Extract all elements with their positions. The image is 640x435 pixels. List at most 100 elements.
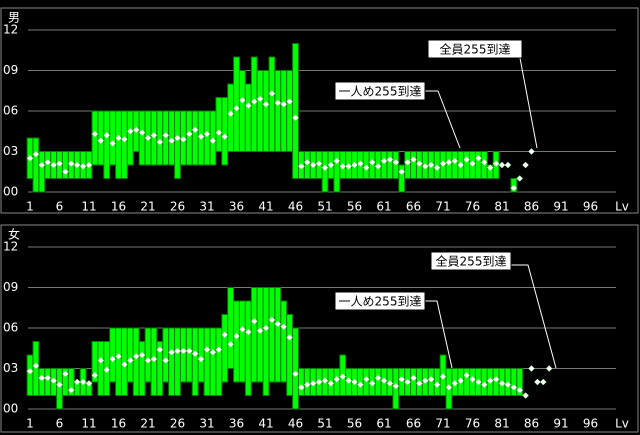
avg-marker — [132, 352, 140, 360]
avg-marker — [522, 392, 529, 399]
x-tick-label: 46 — [288, 417, 303, 431]
x-tick-label: 6 — [56, 417, 64, 431]
range-bar — [274, 287, 282, 383]
range-bar — [244, 300, 252, 396]
avg-marker — [469, 375, 476, 383]
avg-marker — [215, 129, 223, 136]
avg-marker — [486, 164, 494, 172]
avg-marker — [421, 162, 429, 170]
avg-marker — [44, 158, 52, 166]
avg-marker — [56, 381, 63, 389]
range-bar — [250, 287, 258, 383]
avg-marker — [62, 168, 69, 176]
panel-title: 女 — [8, 227, 20, 242]
x-tick-label: 71 — [435, 200, 450, 214]
avg-marker — [292, 114, 299, 122]
range-bar — [256, 70, 264, 152]
avg-marker — [180, 347, 187, 355]
range-bar — [203, 110, 211, 166]
avg-marker — [392, 158, 400, 166]
range-bar — [174, 327, 181, 396]
y-tick-label: 03 — [3, 361, 18, 375]
avg-marker — [26, 367, 34, 375]
avg-marker — [274, 99, 282, 107]
range-bar — [115, 110, 122, 179]
avg-marker — [315, 378, 323, 386]
range-bar — [185, 110, 193, 166]
avg-marker — [445, 158, 453, 166]
avg-marker — [416, 160, 423, 168]
range-bar — [156, 110, 164, 166]
range-bar — [292, 43, 299, 179]
x-tick-label: 6 — [56, 200, 64, 214]
range-bar — [268, 56, 276, 152]
range-bar — [374, 368, 382, 396]
avg-marker — [38, 374, 46, 382]
avg-marker — [215, 346, 223, 353]
avg-marker — [339, 162, 347, 170]
x-tick-label: 76 — [465, 417, 480, 431]
avg-marker — [32, 150, 40, 158]
avg-marker — [280, 100, 288, 108]
annotation: 全員255到達 — [436, 254, 507, 269]
avg-marker — [250, 98, 258, 105]
avg-marker — [522, 161, 529, 169]
avg-marker — [262, 324, 270, 332]
range-bar — [292, 327, 299, 410]
avg-marker — [244, 328, 252, 336]
range-bar — [410, 151, 417, 179]
avg-marker — [156, 138, 164, 146]
avg-marker — [97, 357, 105, 364]
avg-marker — [427, 375, 435, 383]
avg-marker — [227, 110, 234, 118]
range-bar — [91, 110, 99, 166]
avg-marker — [126, 127, 134, 135]
x-tick-label: 96 — [583, 417, 598, 431]
x-tick-label: 81 — [494, 417, 509, 431]
avg-marker — [504, 381, 512, 389]
range-bar — [162, 327, 170, 383]
avg-marker — [262, 100, 270, 108]
avg-marker — [168, 137, 175, 145]
range-bar — [386, 151, 394, 179]
avg-marker — [498, 379, 506, 387]
avg-marker — [362, 164, 370, 172]
avg-marker — [197, 133, 205, 141]
avg-marker — [79, 378, 87, 386]
x-tick-label: 51 — [317, 417, 332, 431]
range-bar — [380, 151, 388, 179]
range-bar — [333, 151, 341, 193]
avg-marker — [374, 374, 382, 382]
annotation-box — [427, 39, 523, 59]
range-bar — [239, 70, 246, 152]
range-bar — [209, 327, 217, 396]
range-bar — [280, 300, 288, 383]
avg-marker — [345, 162, 352, 170]
x-tick-label: 56 — [347, 417, 362, 431]
x-tick-label: 1 — [26, 200, 34, 214]
avg-marker — [333, 375, 341, 383]
avg-marker — [475, 378, 482, 386]
avg-marker — [91, 371, 99, 379]
avg-marker — [103, 131, 111, 139]
avg-marker — [298, 162, 305, 170]
avg-marker — [427, 161, 435, 169]
avg-marker — [121, 135, 128, 143]
range-bar — [197, 327, 205, 383]
range-bar — [138, 341, 146, 396]
avg-marker — [150, 355, 158, 363]
range-bar — [510, 368, 518, 396]
avg-marker — [510, 384, 518, 391]
range-bar — [463, 151, 471, 179]
avg-marker — [539, 378, 547, 386]
avg-marker — [498, 161, 506, 169]
x-tick-label: 56 — [347, 200, 362, 214]
avg-marker — [233, 104, 240, 112]
avg-marker — [357, 160, 364, 168]
y-tick-label: 09 — [3, 280, 18, 294]
avg-marker — [457, 161, 465, 169]
avg-marker — [109, 140, 116, 147]
avg-marker — [451, 379, 459, 387]
x-tick-label: 76 — [465, 200, 480, 214]
y-tick-label: 12 — [3, 240, 18, 254]
